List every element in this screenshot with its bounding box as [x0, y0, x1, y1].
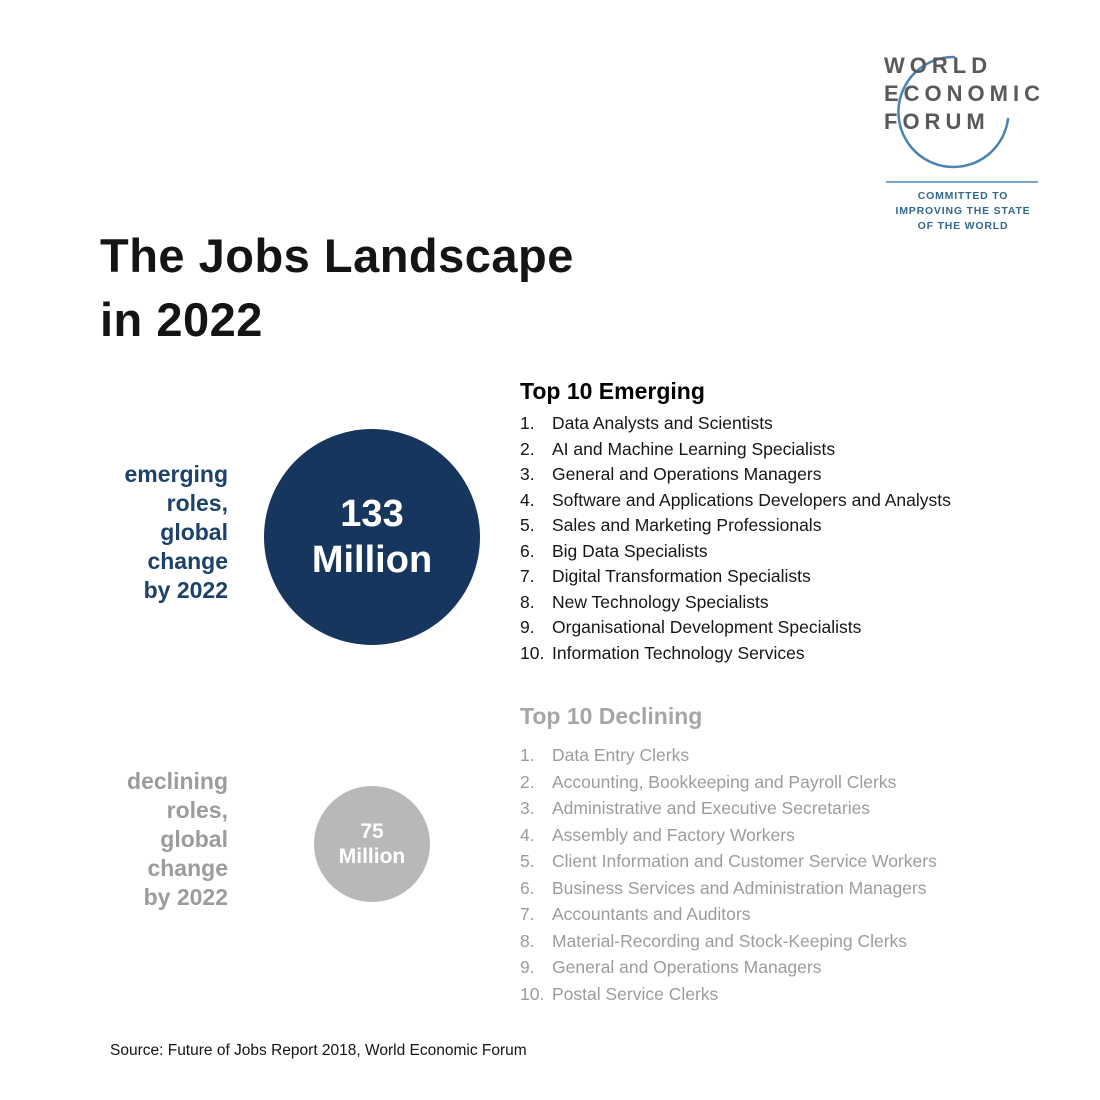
emerging-circle: 133 Million	[264, 429, 480, 645]
wef-logo-line-world: WORLD	[884, 53, 993, 78]
source-note: Source: Future of Jobs Report 2018, Worl…	[110, 1042, 527, 1059]
emerging-list-item: Big Data Specialists	[520, 539, 708, 564]
emerging-list-item: Software and Applications Developers and…	[520, 488, 951, 513]
declining-list-item: Assembly and Factory Workers	[520, 822, 795, 848]
emerging-circle-value: 133 Million	[311, 493, 433, 581]
wef-logo-line-economic: ECONOMIC	[884, 81, 1045, 106]
declining-list-item: Accounting, Bookkeeping and Payroll Cler…	[520, 769, 897, 795]
declining-list-item: Business Services and Administration Man…	[520, 875, 927, 901]
declining-list: Data Entry Clerks Accounting, Bookkeepin…	[520, 742, 1080, 1007]
logo-tagline: COMMITTED TO IMPROVING THE STATE OF THE …	[895, 190, 1031, 232]
wef-logo-line-forum: FORUM	[884, 109, 990, 134]
declining-list-heading: Top 10 Declining	[520, 703, 703, 729]
emerging-list-item: Organisational Development Specialists	[520, 615, 862, 640]
emerging-list-item: Data Analysts and Scientists	[520, 411, 773, 436]
declining-list-item: Data Entry Clerks	[520, 742, 690, 768]
emerging-list-item: Sales and Marketing Professionals	[520, 513, 822, 538]
emerging-list-item: Information Technology Services	[520, 641, 805, 666]
declining-list-item: Accountants and Auditors	[520, 901, 751, 927]
declining-list-item: Administrative and Executive Secretaries	[520, 795, 871, 821]
wef-logo: WORLD ECONOMIC FORUM COMMITTED TO IMPROV…	[884, 52, 1042, 232]
emerging-list-item: AI and Machine Learning Specialists	[520, 437, 836, 462]
declining-list-item: Postal Service Clerks	[520, 981, 719, 1007]
declining-list-item: General and Operations Managers	[520, 954, 822, 980]
emerging-list-item: Digital Transformation Specialists	[520, 564, 811, 589]
wef-swoosh-icon	[897, 55, 1010, 169]
declining-list-item: Material-Recording and Stock-Keeping Cle…	[520, 928, 908, 954]
emerging-list-heading: Top 10 Emerging	[520, 378, 705, 404]
emerging-side-label: emerging roles, global change by 2022	[124, 461, 228, 603]
declining-circle: 75 Million	[314, 786, 430, 902]
wef-logo-text: WORLD ECONOMIC FORUM	[884, 52, 1042, 136]
declining-circle-value: 75 Million	[338, 820, 406, 868]
declining-side-label: declining roles, global change by 2022	[127, 768, 228, 910]
emerging-list-item: New Technology Specialists	[520, 590, 769, 615]
emerging-list-item: General and Operations Managers	[520, 462, 822, 487]
emerging-list: Data Analysts and Scientists AI and Mach…	[520, 411, 1080, 666]
declining-list-item: Client Information and Customer Service …	[520, 848, 937, 874]
page-title: The Jobs Landscape in 2022	[100, 229, 574, 346]
logo-divider	[886, 181, 1038, 183]
